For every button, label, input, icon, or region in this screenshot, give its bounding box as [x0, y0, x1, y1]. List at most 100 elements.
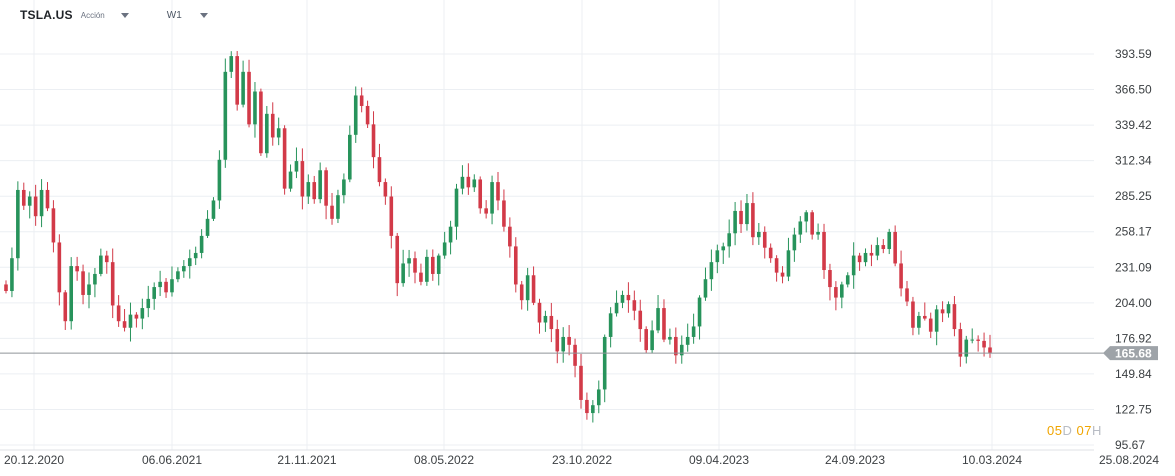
- candle-down: [958, 322, 963, 367]
- candle-up: [887, 228, 892, 255]
- candle-down: [51, 200, 56, 253]
- candle-body: [16, 189, 20, 259]
- candle-body: [591, 405, 595, 414]
- candle-body: [502, 200, 506, 227]
- candle-up: [798, 216, 803, 243]
- candle-body: [10, 258, 14, 292]
- candle-up: [591, 400, 595, 423]
- candle-body: [620, 294, 625, 303]
- candle-up: [650, 320, 654, 354]
- candle-up: [146, 285, 151, 318]
- candle-down: [822, 223, 826, 279]
- candle-down: [247, 59, 251, 128]
- candle-down: [235, 51, 239, 111]
- candle-body: [223, 71, 228, 160]
- candle-body: [116, 305, 121, 322]
- candle-down: [768, 243, 773, 263]
- candle-down: [928, 312, 933, 339]
- candle-body: [442, 242, 447, 256]
- candle-up: [875, 237, 880, 261]
- candle-body: [270, 113, 275, 138]
- candle-body: [774, 258, 779, 273]
- candle-down: [869, 244, 874, 267]
- candle-body: [430, 256, 435, 274]
- candles-layer: [4, 51, 992, 423]
- candle-body: [69, 266, 74, 322]
- candle-body: [875, 245, 880, 256]
- timeframe-chevron-down-icon[interactable]: [199, 12, 208, 18]
- candle-up: [490, 175, 494, 225]
- candle-down: [21, 182, 26, 210]
- candle-up: [229, 51, 234, 79]
- candle-body: [187, 258, 192, 267]
- candle-up: [679, 335, 684, 364]
- countdown-hours-unit: H: [1091, 423, 1102, 438]
- candle-down: [45, 182, 50, 212]
- candle-body: [626, 294, 631, 301]
- candle-body: [922, 315, 927, 319]
- candle-up: [140, 298, 145, 330]
- y-tick-label: 393.59: [1115, 47, 1152, 61]
- candle-body: [893, 231, 897, 264]
- candle-down: [988, 334, 992, 358]
- y-axis: 393.59 366.50 339.42 312.34 285.25 258.17 231.…: [1115, 47, 1152, 452]
- candle-down: [63, 290, 68, 330]
- candle-body: [407, 258, 411, 264]
- candle-body: [419, 272, 423, 282]
- candle-body: [585, 399, 589, 414]
- candle-up: [152, 282, 156, 310]
- candle-body: [697, 297, 702, 327]
- x-tick-label: 21.11.2021: [277, 453, 336, 467]
- candle-down: [834, 281, 838, 311]
- candle-body: [170, 279, 174, 293]
- candle-body: [525, 275, 530, 301]
- candle-body: [496, 182, 500, 201]
- candle-body: [513, 246, 518, 285]
- candle-down: [573, 338, 577, 378]
- candle-down: [881, 239, 886, 254]
- candle-body: [21, 189, 26, 206]
- candle-body: [152, 287, 156, 299]
- candle-up: [128, 302, 133, 342]
- candle-up: [460, 165, 465, 195]
- symbol-chevron-down-icon[interactable]: [120, 12, 129, 18]
- candle-body: [757, 231, 761, 238]
- y-tick-label: 231.09: [1115, 260, 1152, 274]
- candle-body: [371, 124, 376, 158]
- candle-up: [745, 193, 749, 231]
- candle-down: [632, 290, 637, 321]
- candle-up: [318, 162, 322, 204]
- candle-up: [934, 305, 939, 346]
- candle-countdown: 05D 07H: [1047, 423, 1102, 438]
- candle-down: [638, 299, 643, 342]
- candle-up: [353, 86, 358, 143]
- candle-up: [436, 253, 441, 286]
- candle-up: [840, 281, 844, 309]
- candle-body: [762, 231, 767, 248]
- candle-up: [472, 174, 477, 192]
- candle-down: [585, 392, 589, 420]
- y-tick-label: 122.75: [1115, 402, 1152, 416]
- candle-up: [294, 147, 299, 179]
- candle-body: [158, 281, 162, 288]
- timeframe-label[interactable]: W1: [166, 9, 182, 21]
- y-tick-label: 339.42: [1115, 118, 1152, 132]
- candle-down: [940, 301, 945, 323]
- candle-up: [448, 220, 453, 255]
- candle-body: [537, 302, 542, 323]
- candle-body: [614, 302, 619, 314]
- candle-body: [211, 200, 216, 219]
- candle-body: [549, 315, 554, 330]
- candle-body: [662, 308, 666, 340]
- y-tick-label: 95.67: [1115, 438, 1145, 452]
- candle-down: [81, 264, 85, 305]
- candle-body: [567, 336, 571, 345]
- candle-up: [608, 307, 613, 348]
- candle-down: [33, 184, 38, 226]
- symbol-label[interactable]: TSLA.US: [20, 8, 73, 22]
- candle-body: [336, 195, 340, 219]
- candle-up: [253, 81, 257, 138]
- candle-body: [330, 205, 334, 219]
